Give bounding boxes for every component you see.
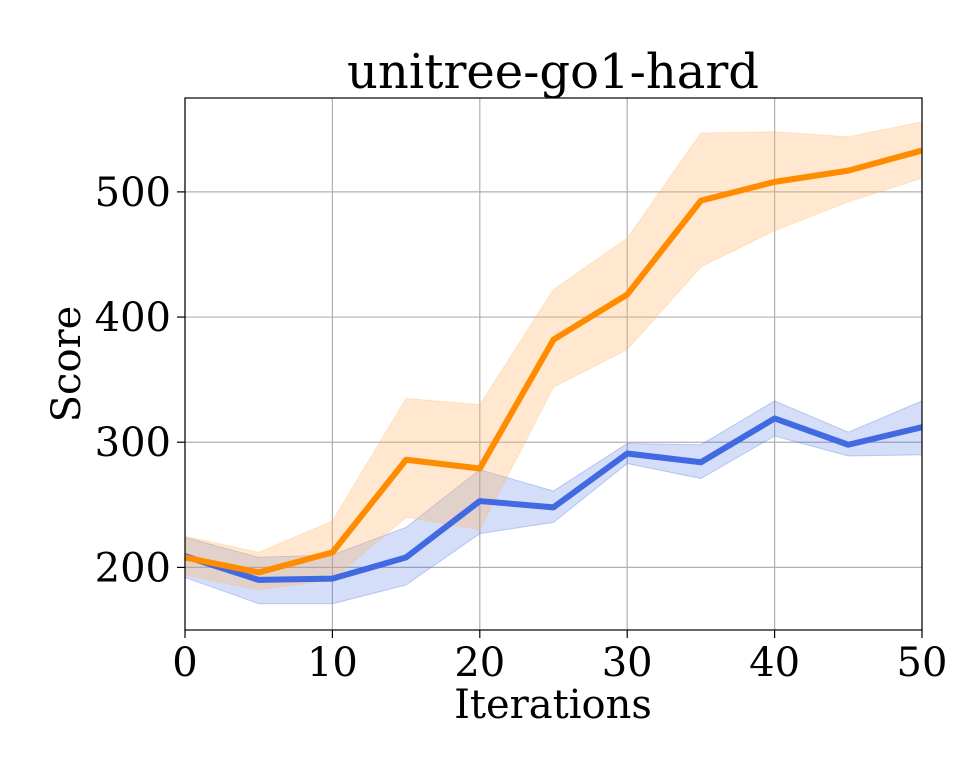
y-tick-label-0: 200 — [95, 545, 171, 591]
y-tick-label-1: 300 — [95, 420, 171, 466]
series-line-0 — [184, 415, 923, 583]
x-tick-label-1: 10 — [307, 640, 358, 686]
x-tick-label-3: 30 — [602, 640, 653, 686]
tick-layer: 0 10 20 30 40 50 200 300 400 500 — [95, 170, 948, 686]
confidence-bands — [184, 121, 923, 605]
series-lines — [184, 147, 923, 583]
x-tick-label-4: 40 — [749, 640, 800, 686]
chart-title: unitree-go1-hard — [347, 44, 759, 100]
y-axis-label: Score — [44, 306, 90, 423]
plot-frame — [184, 97, 923, 631]
x-axis-label: Iterations — [454, 682, 652, 728]
series-line-1 — [184, 147, 923, 576]
y-tick-label-2: 400 — [95, 295, 171, 341]
y-tick-label-3: 500 — [95, 170, 171, 216]
axes-frame — [184, 97, 923, 631]
x-tick-label-0: 0 — [172, 640, 197, 686]
x-tick-label-5: 50 — [897, 640, 948, 686]
x-tick-label-2: 20 — [454, 640, 505, 686]
